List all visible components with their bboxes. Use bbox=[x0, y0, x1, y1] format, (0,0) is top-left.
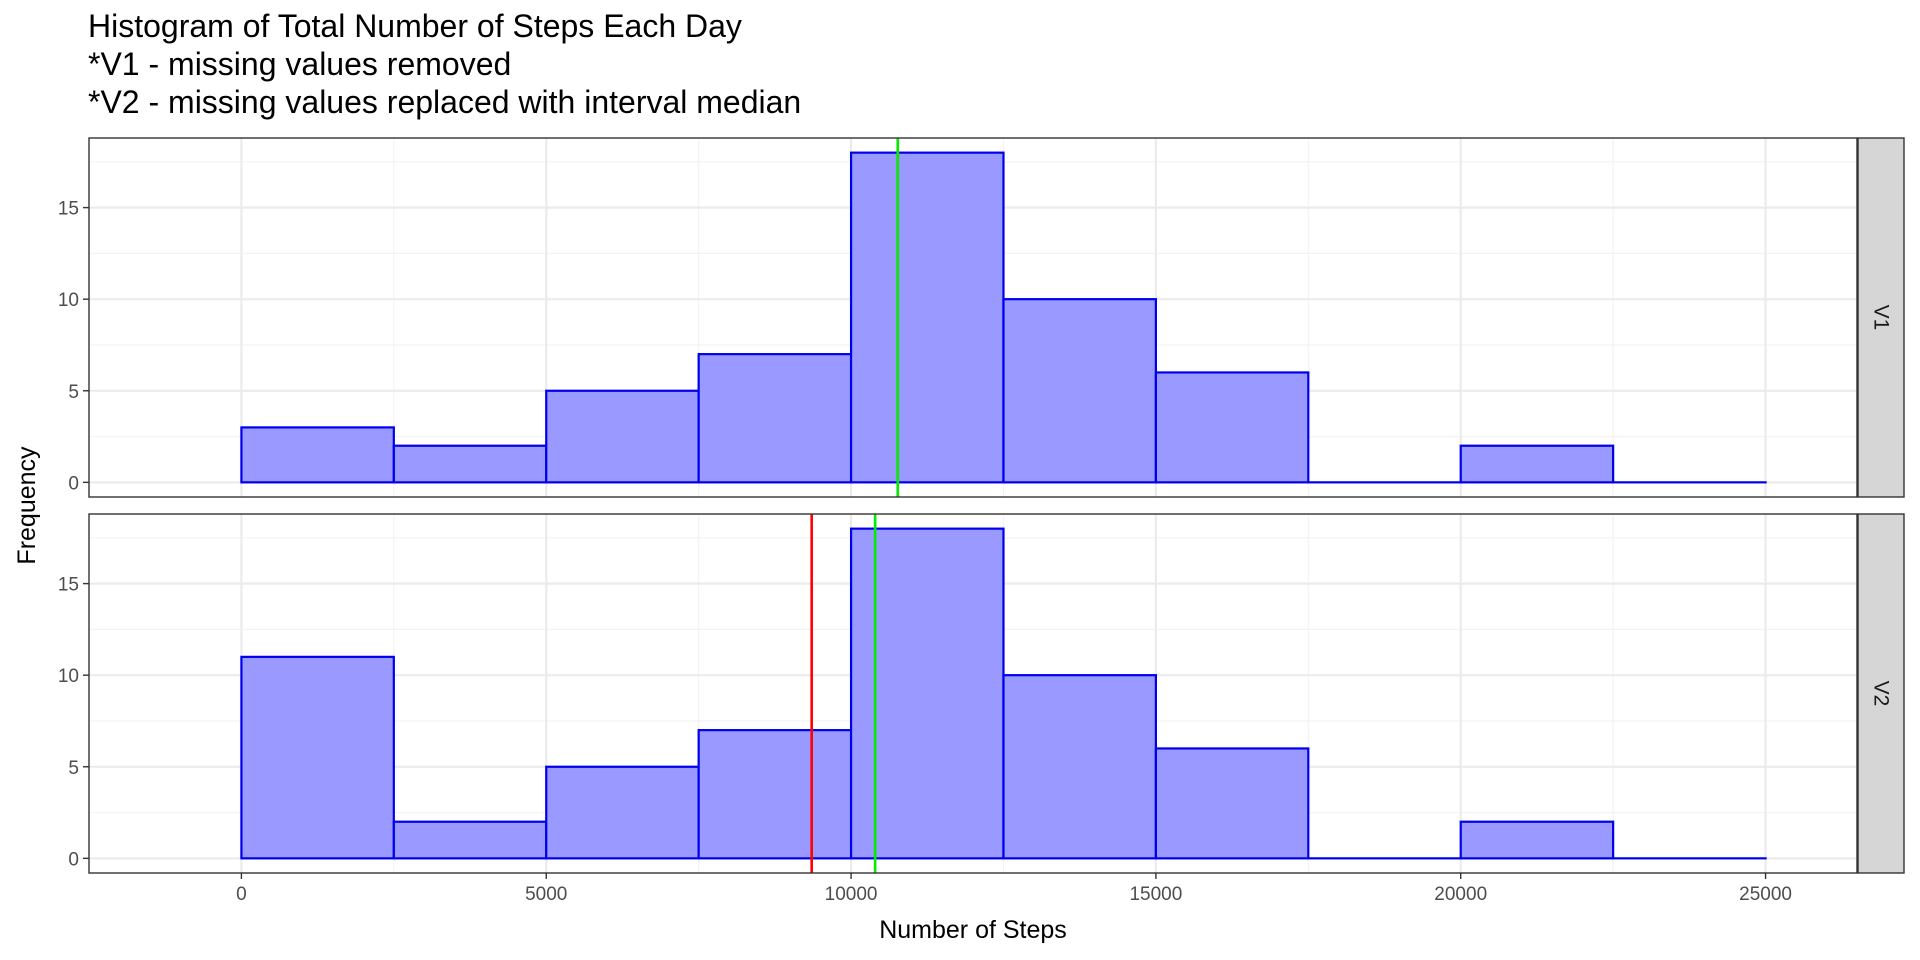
x-tick-label: 5000 bbox=[525, 884, 567, 905]
histogram-bar-v1 bbox=[849, 151, 1005, 484]
x-tick-label: 25000 bbox=[1739, 884, 1792, 905]
histogram-bar-v1 bbox=[545, 389, 700, 484]
y-tick-label: 10 bbox=[58, 666, 79, 687]
y-tick-label: 0 bbox=[68, 849, 79, 870]
x-tick-label: 0 bbox=[236, 884, 247, 905]
histogram-bar-v1 bbox=[1459, 444, 1615, 484]
x-tick-label: 20000 bbox=[1434, 884, 1487, 905]
histogram-bar-v2 bbox=[1002, 674, 1157, 860]
histogram-bar-v2 bbox=[697, 729, 853, 860]
histogram-bar-v1 bbox=[697, 353, 853, 484]
y-tick-label: 0 bbox=[68, 473, 79, 494]
y-axis-title: Frequency bbox=[13, 446, 41, 565]
y-tick-label: 5 bbox=[68, 382, 79, 403]
histogram-bar-v2 bbox=[1154, 747, 1310, 860]
histogram-bar-v1 bbox=[1154, 371, 1310, 484]
panel-border-v1 bbox=[88, 137, 1858, 498]
panel-border-v2 bbox=[88, 513, 1858, 874]
y-tick-label: 10 bbox=[58, 290, 79, 311]
x-tick-label: 10000 bbox=[825, 884, 878, 905]
facet-strip-v2 bbox=[1857, 513, 1905, 874]
y-tick-label: 15 bbox=[58, 575, 79, 596]
x-axis-title: Number of Steps bbox=[879, 916, 1067, 944]
x-tick-label: 15000 bbox=[1129, 884, 1182, 905]
histogram-bar-v2 bbox=[240, 655, 395, 860]
y-tick-label: 5 bbox=[68, 758, 79, 779]
histogram-bar-v2 bbox=[392, 820, 548, 860]
facet-strip-v1 bbox=[1857, 137, 1905, 498]
chart-title-line-1: Histogram of Total Number of Steps Each … bbox=[88, 8, 742, 44]
chart-title-line-2: *V1 - missing values removed bbox=[88, 46, 512, 82]
chart-title-line-3: *V2 - missing values replaced with inter… bbox=[88, 84, 802, 120]
histogram-bar-v1 bbox=[1002, 298, 1157, 484]
histogram-bar-v2 bbox=[1459, 820, 1615, 860]
facet-strip-label-v1: V1 bbox=[1870, 305, 1893, 331]
y-tick-label: 15 bbox=[58, 199, 79, 220]
histogram-bar-v1 bbox=[392, 444, 548, 484]
facet-strip-label-v2: V2 bbox=[1870, 681, 1893, 707]
histogram-bar-v1 bbox=[240, 426, 395, 484]
histogram-bar-v2 bbox=[545, 765, 700, 860]
